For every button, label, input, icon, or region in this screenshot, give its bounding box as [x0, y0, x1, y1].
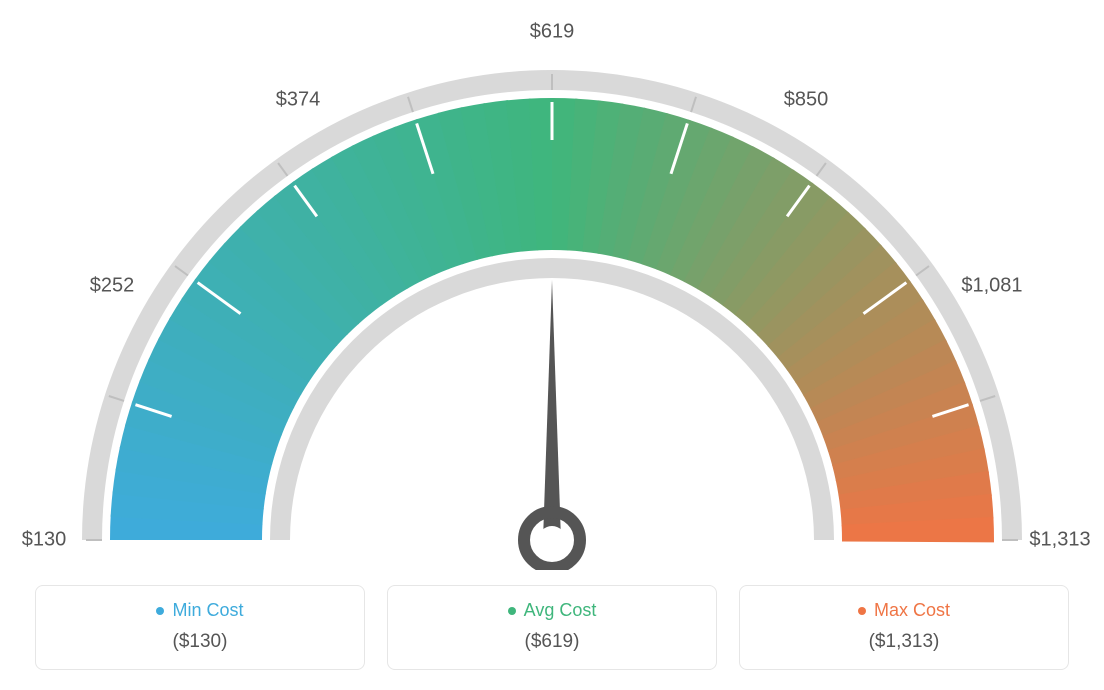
- legend-header-min: Min Cost: [156, 600, 243, 621]
- legend-label-avg: Avg Cost: [524, 600, 597, 621]
- gauge-area: $130 $252 $374 $619 $850 $1,081 $1,313: [0, 0, 1104, 570]
- gauge-tick-label: $252: [90, 275, 135, 298]
- gauge-tick-label: $850: [784, 89, 829, 112]
- dot-icon: [156, 607, 164, 615]
- legend-label-min: Min Cost: [172, 600, 243, 621]
- gauge-svg: [0, 0, 1104, 570]
- legend-card-max: Max Cost ($1,313): [739, 585, 1069, 670]
- gauge-tick-label: $1,313: [1029, 529, 1090, 552]
- legend-header-max: Max Cost: [858, 600, 950, 621]
- legend-label-max: Max Cost: [874, 600, 950, 621]
- legend-card-avg: Avg Cost ($619): [387, 585, 717, 670]
- legend-card-min: Min Cost ($130): [35, 585, 365, 670]
- legend-value-avg: ($619): [388, 631, 716, 653]
- legend-value-min: ($130): [36, 631, 364, 653]
- dot-icon: [858, 607, 866, 615]
- legend-value-max: ($1,313): [740, 631, 1068, 653]
- gauge-chart-container: $130 $252 $374 $619 $850 $1,081 $1,313 Min Cos…: [0, 0, 1104, 690]
- legend-row: Min Cost ($130) Avg Cost ($619) Max Cost…: [0, 585, 1104, 670]
- gauge-tick-label: $130: [22, 529, 67, 552]
- dot-icon: [508, 607, 516, 615]
- gauge-tick-label: $374: [276, 89, 321, 112]
- legend-header-avg: Avg Cost: [508, 600, 597, 621]
- gauge-tick-label: $1,081: [961, 275, 1022, 298]
- gauge-tick-label: $619: [530, 21, 575, 44]
